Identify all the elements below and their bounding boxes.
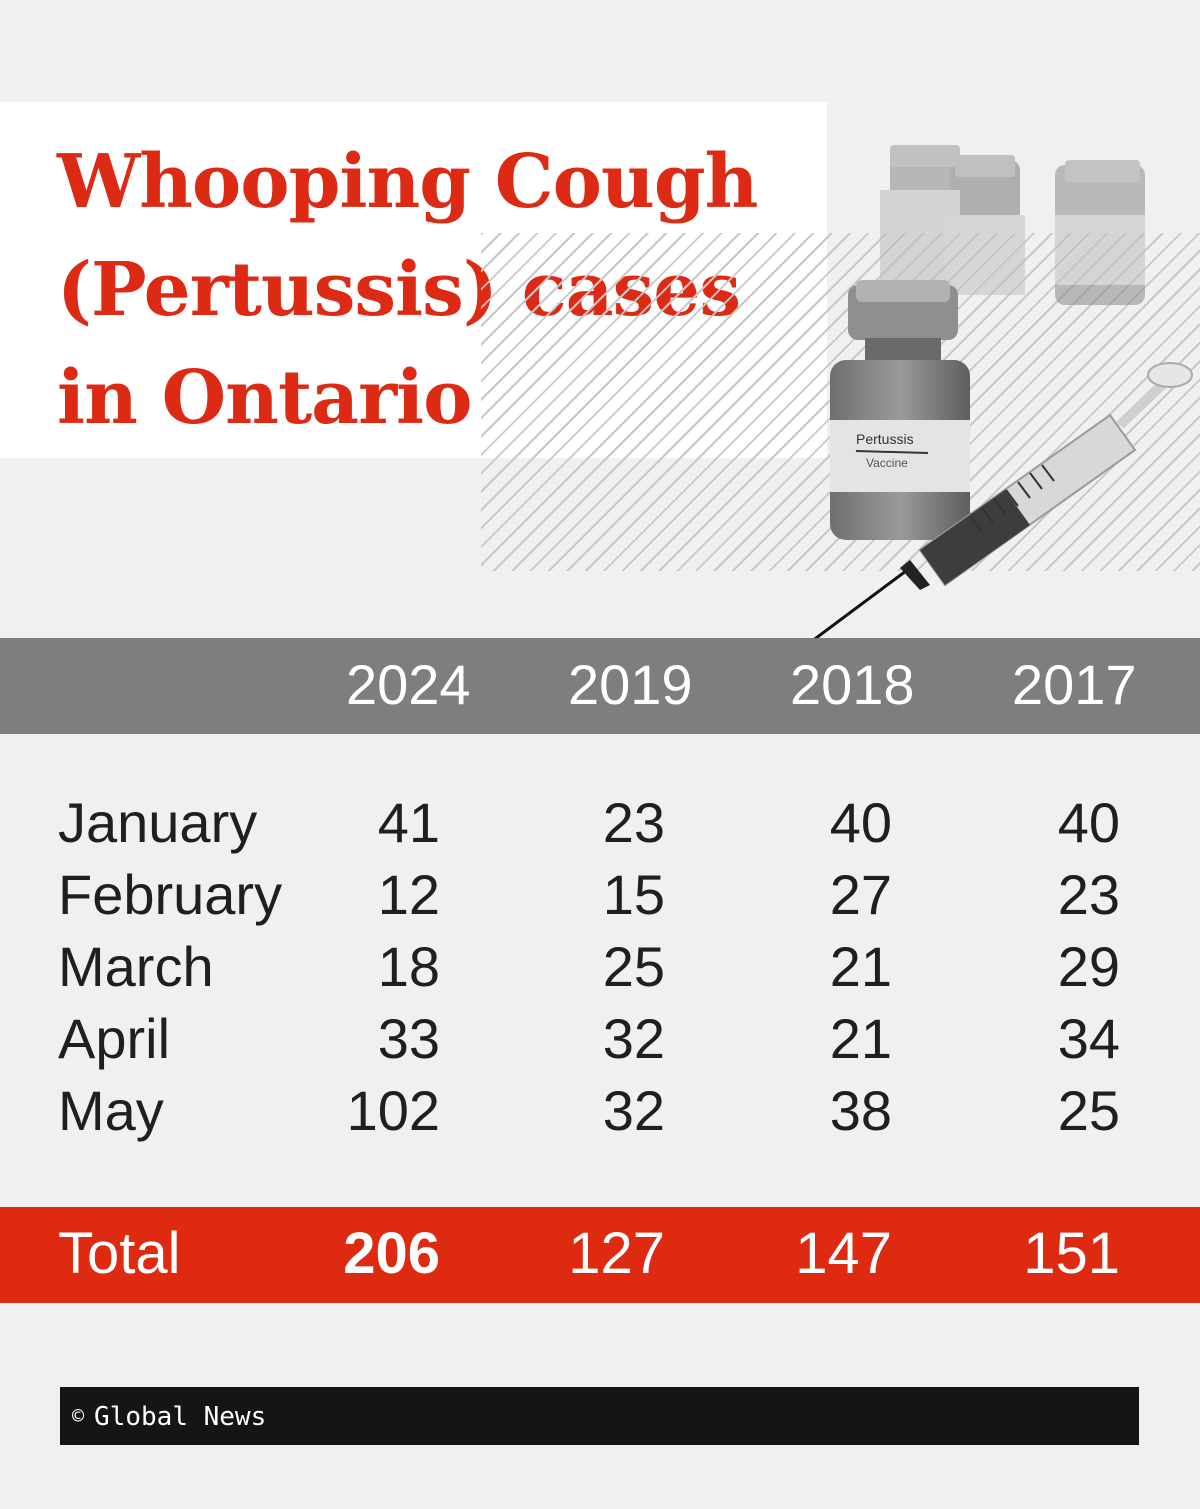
year-header-2024: 2024 — [346, 653, 471, 716]
cell-january-2024: 41 — [377, 791, 440, 854]
cell-march-2018: 21 — [829, 935, 892, 998]
cell-may-2024: 102 — [346, 1079, 440, 1142]
total-2019: 127 — [568, 1221, 665, 1286]
cell-april-2018: 21 — [829, 1007, 892, 1070]
cell-may-2017: 25 — [1057, 1079, 1120, 1142]
cell-may-2019: 32 — [602, 1079, 665, 1142]
year-header-2018: 2018 — [790, 653, 915, 716]
cell-february-2018: 27 — [829, 863, 892, 926]
cell-april-2017: 34 — [1057, 1007, 1120, 1070]
vial-label-sub: Vaccine — [866, 456, 908, 470]
total-label: Total — [58, 1221, 181, 1286]
cell-january-2018: 40 — [829, 791, 892, 854]
total-2024: 206 — [343, 1221, 440, 1286]
credit-text: Global News — [94, 1402, 267, 1432]
year-header-bar — [0, 638, 1200, 734]
cell-april-2024: 33 — [377, 1007, 440, 1070]
total-2017: 151 — [1023, 1221, 1120, 1286]
vaccine-photo: Pertussis Vaccine — [799, 145, 1193, 652]
cell-march-2017: 29 — [1057, 935, 1120, 998]
copyright-symbol: © — [72, 1404, 85, 1428]
row-label-march: March — [58, 935, 214, 998]
cell-april-2019: 32 — [602, 1007, 665, 1070]
cell-january-2019: 23 — [602, 791, 665, 854]
footer-credit: © Global News — [72, 1401, 266, 1432]
year-header-2017: 2017 — [1012, 653, 1137, 716]
row-label-may: May — [58, 1079, 164, 1142]
cell-february-2024: 12 — [377, 863, 440, 926]
vial-label-main: Pertussis — [856, 431, 914, 447]
vaccine-vial: Pertussis Vaccine — [830, 280, 970, 540]
year-header-2019: 2019 — [568, 653, 693, 716]
cell-may-2018: 38 — [829, 1079, 892, 1142]
cell-february-2017: 23 — [1057, 863, 1120, 926]
footer-bar: © Global News — [60, 1387, 1139, 1445]
cell-january-2017: 40 — [1057, 791, 1120, 854]
syringe — [799, 362, 1193, 652]
row-label-april: April — [58, 1007, 171, 1070]
cell-march-2019: 25 — [602, 935, 665, 998]
cell-february-2019: 15 — [602, 863, 665, 926]
total-2018: 147 — [795, 1221, 892, 1286]
total-bar — [0, 1207, 1200, 1303]
row-label-february: February — [58, 863, 283, 926]
background-vials — [880, 145, 1145, 305]
row-label-january: January — [58, 791, 258, 854]
cell-march-2024: 18 — [377, 935, 440, 998]
